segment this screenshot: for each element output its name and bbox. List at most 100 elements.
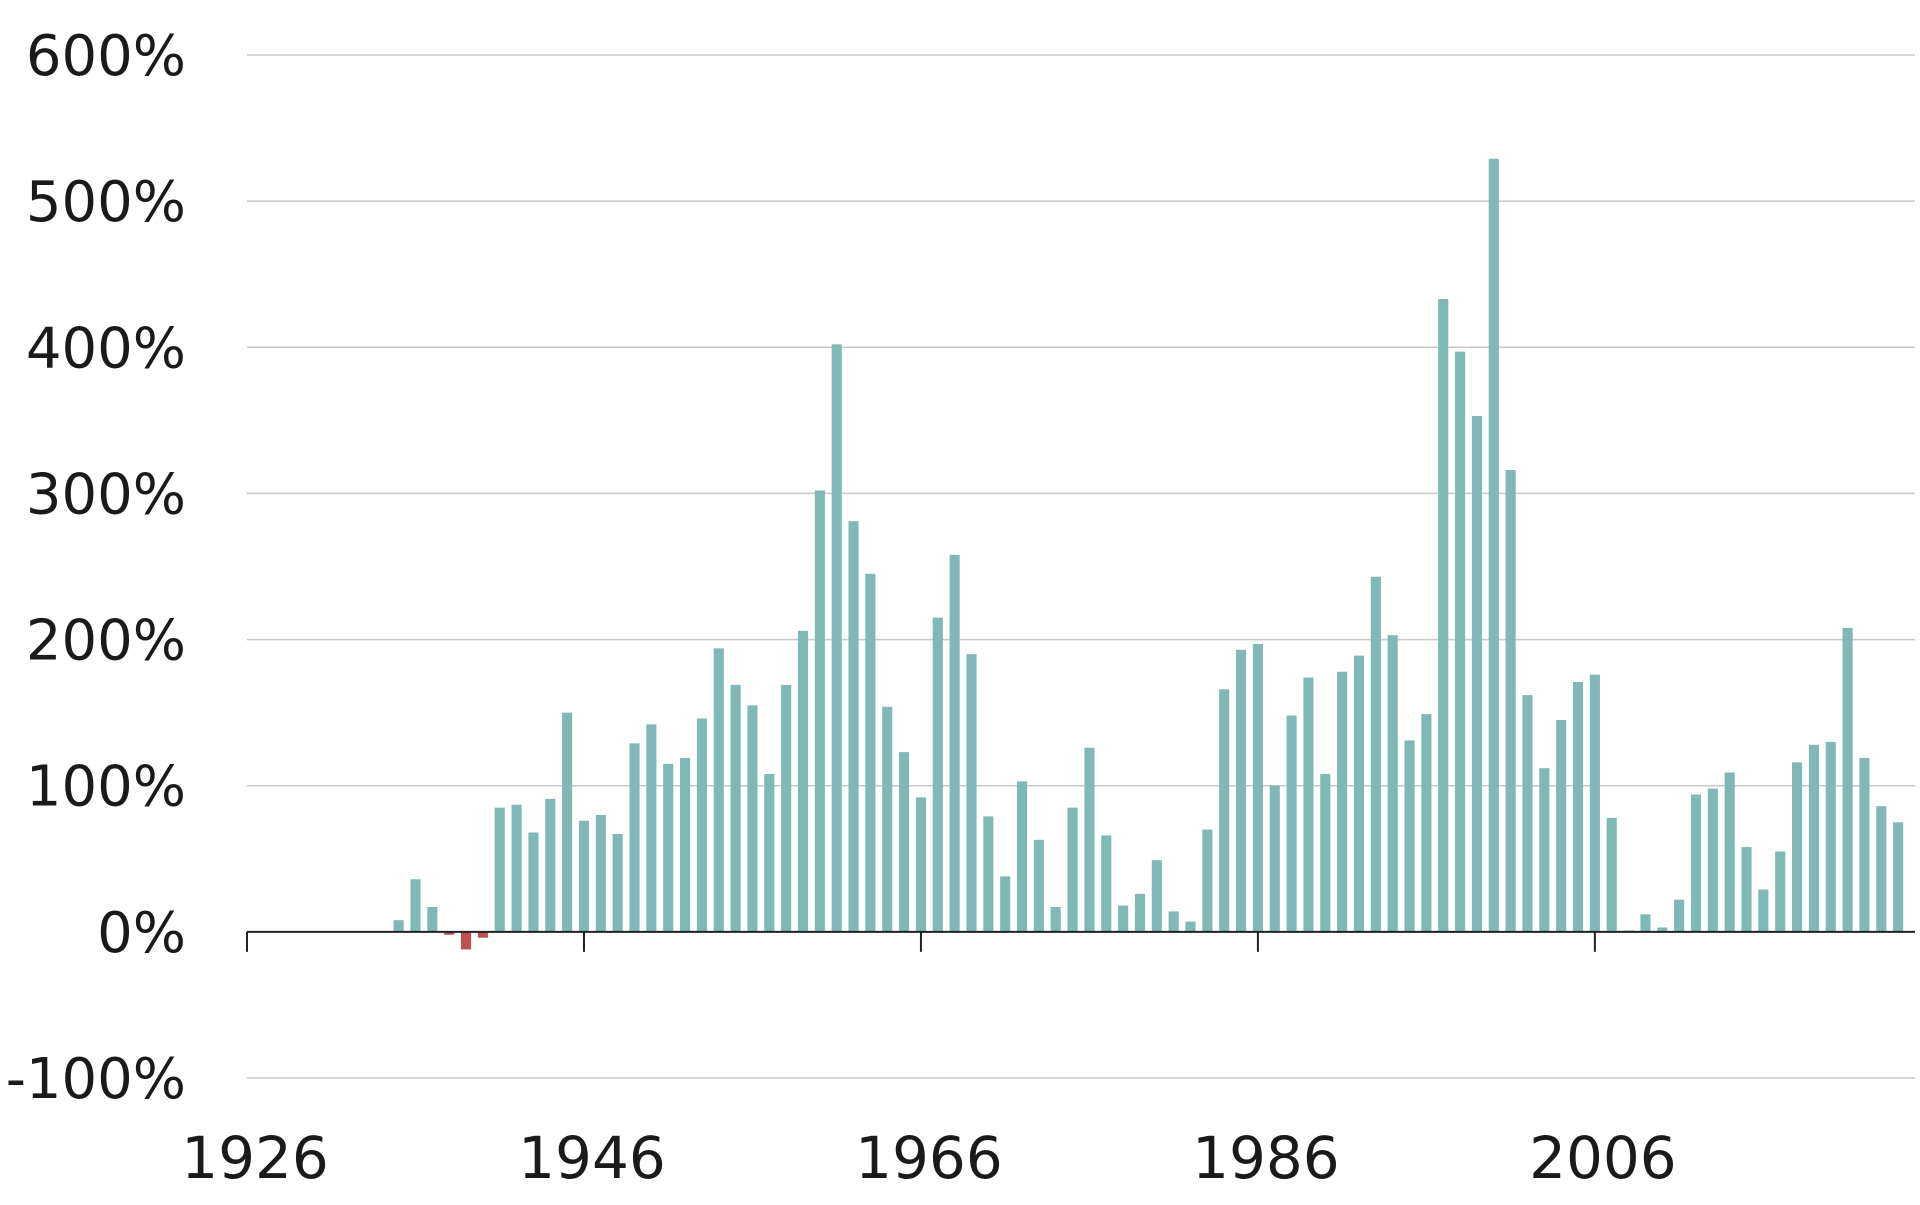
x-axis	[246, 930, 1915, 952]
bar-1942	[511, 804, 522, 932]
bar-1993	[1370, 576, 1381, 932]
bar-1946	[578, 820, 590, 932]
bar-2013	[1707, 788, 1718, 932]
bar-2007	[1606, 817, 1617, 932]
bar-1951	[663, 763, 674, 932]
bar-1956	[747, 705, 758, 932]
bar-1980	[1151, 860, 1162, 932]
y-tick-label: -100%	[6, 1047, 186, 1112]
bar-2003	[1539, 768, 1550, 932]
x-tick-label: 1986	[1192, 1124, 1340, 1192]
bar-1972	[1016, 781, 1028, 932]
bar-1948	[612, 833, 623, 932]
bar-1966	[915, 797, 926, 932]
bar-1969	[966, 654, 977, 932]
y-tick-label: 0%	[97, 901, 186, 966]
bar-1999	[1471, 415, 1482, 932]
bar-2022	[1859, 757, 1870, 932]
bar-2024	[1893, 822, 1904, 932]
bar-1987	[1269, 785, 1280, 932]
bar-1954	[713, 648, 724, 932]
bar-2023	[1876, 806, 1887, 932]
bar-1953	[696, 718, 707, 932]
bar-1967	[932, 617, 943, 932]
bar-1971	[1000, 876, 1011, 932]
bar-2001	[1505, 470, 1516, 932]
bar-1995	[1404, 740, 1415, 932]
bar-1998	[1455, 351, 1466, 932]
bar-1939	[460, 931, 472, 950]
y-axis-labels: 600% 500% 400% 300% 200% 100% 0% -100%	[6, 24, 186, 1112]
bar-1937	[427, 907, 438, 932]
x-axis-labels: 1926 1946 1966 1986 2006	[181, 1124, 1676, 1192]
bar-2000	[1488, 158, 1499, 932]
bar-1979	[1134, 893, 1146, 932]
x-tick-label: 1966	[855, 1124, 1003, 1192]
y-tick-label: 600%	[26, 24, 186, 89]
bar-2006	[1589, 674, 1600, 932]
bar-1960	[814, 490, 825, 932]
bar-1949	[629, 743, 640, 932]
bar-1944	[545, 798, 556, 932]
bar-1940	[477, 931, 488, 938]
bar-2016	[1758, 889, 1769, 932]
bar-1955	[730, 684, 741, 932]
bar-1976	[1084, 747, 1095, 932]
bar-1943	[528, 832, 539, 932]
y-tick-label: 100%	[26, 755, 186, 820]
bar-1973	[1033, 839, 1044, 932]
bar-1938	[444, 931, 455, 935]
bar-1977	[1101, 835, 1112, 932]
bar-2020	[1825, 741, 1836, 932]
bar-1959	[797, 630, 809, 932]
bar-1974	[1050, 907, 1061, 932]
bar-1945	[562, 712, 573, 932]
bar-1965	[899, 752, 910, 932]
bar-2014	[1724, 772, 1735, 932]
bar-1975	[1067, 807, 1078, 932]
bar-1996	[1421, 714, 1432, 932]
bar-2002	[1522, 695, 1533, 932]
x-tick-label: 1926	[181, 1124, 329, 1192]
bar-1994	[1387, 635, 1398, 932]
bar-1990	[1320, 774, 1331, 932]
bar-2011	[1674, 899, 1685, 932]
bars	[393, 158, 1904, 950]
bar-1935	[393, 920, 404, 932]
bar-2012	[1690, 794, 1702, 932]
bar-2009	[1640, 914, 1651, 932]
bar-1970	[983, 816, 994, 932]
bar-1985	[1236, 649, 1247, 932]
bar-1988	[1286, 715, 1297, 932]
bar-1961	[831, 344, 842, 932]
bar-1968	[949, 554, 960, 932]
y-tick-label: 400%	[26, 316, 186, 381]
x-tick-label: 2006	[1529, 1124, 1677, 1192]
x-tick-label: 1946	[518, 1124, 666, 1192]
bar-2015	[1741, 847, 1752, 932]
bar-2004	[1556, 719, 1567, 932]
bar-2019	[1808, 744, 1819, 932]
bar-1950	[646, 724, 657, 932]
bar-1997	[1438, 299, 1449, 932]
bar-1981	[1168, 911, 1179, 932]
y-tick-label: 500%	[26, 170, 186, 235]
bar-2005	[1572, 681, 1584, 932]
y-tick-label: 300%	[26, 462, 186, 527]
gridlines	[247, 54, 1915, 1079]
bar-1964	[882, 706, 893, 932]
bar-1957	[764, 774, 775, 932]
bar-1962	[848, 521, 859, 932]
bar-2018	[1792, 762, 1803, 932]
bar-1936	[410, 879, 421, 932]
bar-1984	[1219, 689, 1230, 932]
bar-2010	[1657, 927, 1668, 932]
bar-1941	[494, 807, 505, 932]
bar-1992	[1353, 655, 1365, 932]
bar-1963	[865, 573, 876, 932]
bar-2021	[1842, 627, 1853, 932]
bar-1978	[1118, 905, 1129, 932]
bar-1989	[1303, 677, 1314, 932]
